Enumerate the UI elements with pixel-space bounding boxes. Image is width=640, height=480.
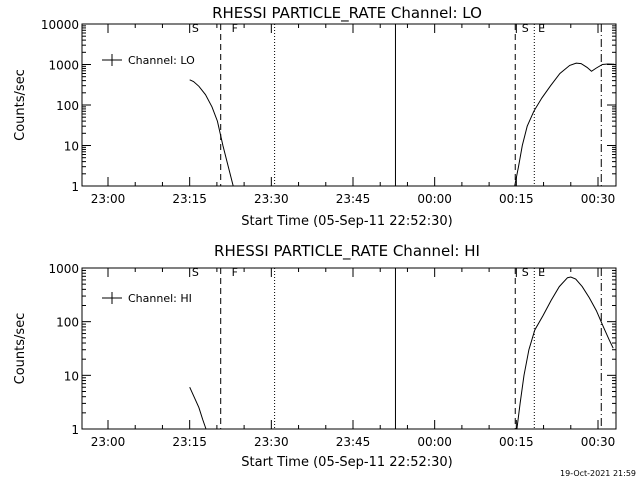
event-marker-label: S xyxy=(522,266,529,279)
x-tick-label: 00:30 xyxy=(581,435,616,449)
x-tick-label: 23:15 xyxy=(172,435,207,449)
event-marker-label: S xyxy=(522,22,529,35)
x-tick-label: 23:30 xyxy=(254,192,289,206)
y-tick-label: 1 xyxy=(71,180,79,194)
legend-label: Channel: LO xyxy=(128,54,195,67)
x-tick-label: 23:45 xyxy=(336,435,371,449)
x-tick-label: 00:15 xyxy=(499,192,534,206)
y-tick-label: 1000 xyxy=(48,262,79,276)
x-tick-label: 23:00 xyxy=(91,192,126,206)
event-marker-label: F xyxy=(232,266,238,279)
y-tick-label: 10 xyxy=(64,140,79,154)
chart-title: RHESSI PARTICLE_RATE Channel: HI xyxy=(214,242,480,261)
y-tick-label: 1000 xyxy=(48,59,79,73)
legend-label: Channel: HI xyxy=(128,292,192,305)
y-axis-label: Counts/sec xyxy=(13,313,28,385)
series-line-1 xyxy=(516,276,614,430)
event-marker-label: E xyxy=(538,22,545,35)
event-marker-label: S xyxy=(192,266,199,279)
x-axis-label: Start Time (05-Sep-11 22:52:30) xyxy=(241,455,452,470)
series-line-0 xyxy=(189,386,207,430)
panel-lo: RHESSI PARTICLE_RATE Channel: LO 1 10 100 10… xyxy=(13,4,617,229)
chart-title: RHESSI PARTICLE_RATE Channel: LO xyxy=(212,4,482,23)
event-marker-label: E xyxy=(538,266,545,279)
x-tick-label: 00:30 xyxy=(581,192,616,206)
x-tick-label: 00:00 xyxy=(417,192,452,206)
x-tick-label: 00:15 xyxy=(499,435,534,449)
plot-frame xyxy=(81,267,617,430)
x-tick-label: 00:00 xyxy=(417,435,452,449)
x-tick-label: 23:00 xyxy=(91,435,126,449)
y-tick-label: 10000 xyxy=(41,18,79,32)
event-marker-label: S xyxy=(192,22,199,35)
footer-timestamp: 19-Oct-2021 21:59 xyxy=(560,469,636,478)
y-tick-label: 10 xyxy=(64,369,79,383)
y-axis-label: Counts/sec xyxy=(13,69,28,141)
x-tick-label: 23:15 xyxy=(172,192,207,206)
series-line-1 xyxy=(514,62,615,187)
x-tick-label: 23:30 xyxy=(254,435,289,449)
y-tick-label: 1 xyxy=(71,423,79,437)
y-tick-label: 100 xyxy=(56,99,79,113)
series-line-0 xyxy=(189,79,234,187)
x-tick-label: 23:45 xyxy=(336,192,371,206)
panel-hi: RHESSI PARTICLE_RATE Channel: HI 1 10 100 10… xyxy=(13,242,617,470)
x-axis-label: Start Time (05-Sep-11 22:52:30) xyxy=(241,214,452,229)
plot-frame xyxy=(81,23,617,187)
y-tick-label: 100 xyxy=(56,316,79,330)
event-marker-label: F xyxy=(232,22,238,35)
